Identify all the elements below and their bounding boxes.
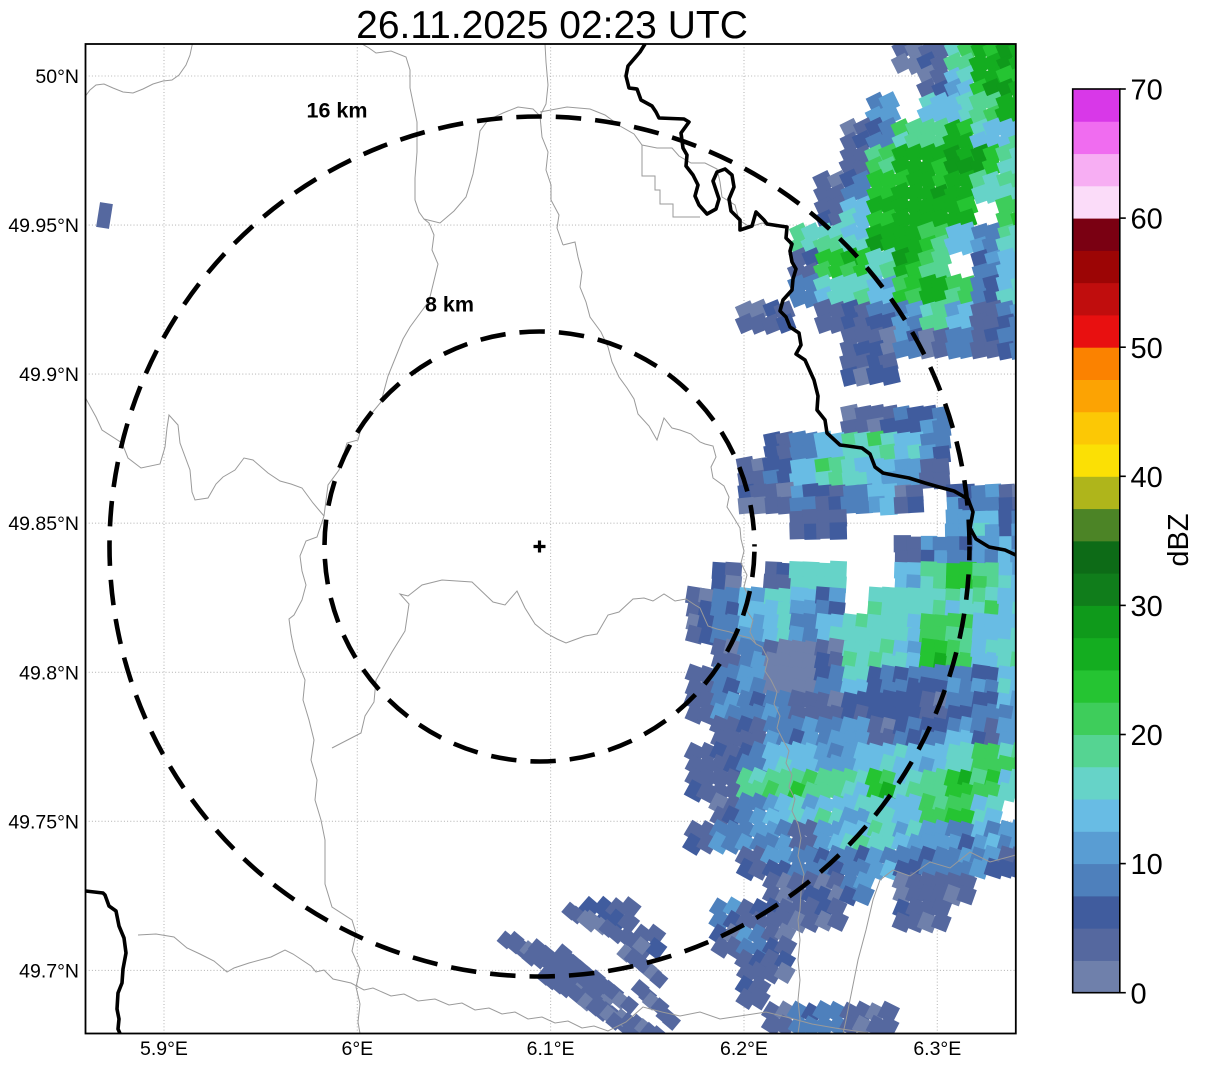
svg-text:49.85°N: 49.85°N <box>8 513 79 535</box>
svg-text:70: 70 <box>1131 75 1163 107</box>
svg-text:49.9°N: 49.9°N <box>19 364 79 386</box>
svg-text:6°E: 6°E <box>341 1038 373 1060</box>
svg-text:5.9°E: 5.9°E <box>140 1038 188 1060</box>
svg-text:0: 0 <box>1131 978 1147 1010</box>
svg-text:40: 40 <box>1131 462 1163 494</box>
svg-text:6.1°E: 6.1°E <box>527 1038 575 1060</box>
svg-text:dBZ: dBZ <box>1163 513 1195 566</box>
svg-text:10: 10 <box>1131 849 1163 881</box>
svg-text:49.95°N: 49.95°N <box>8 215 79 237</box>
svg-text:30: 30 <box>1131 591 1163 623</box>
svg-text:6.3°E: 6.3°E <box>913 1038 961 1060</box>
svg-text:8 km: 8 km <box>425 293 474 317</box>
svg-text:6.2°E: 6.2°E <box>720 1038 768 1060</box>
svg-text:50: 50 <box>1131 333 1163 365</box>
svg-text:49.8°N: 49.8°N <box>19 662 79 684</box>
svg-text:49.7°N: 49.7°N <box>19 960 79 982</box>
svg-text:16 km: 16 km <box>307 99 368 123</box>
svg-text:26.11.2025 02:23 UTC: 26.11.2025 02:23 UTC <box>356 4 748 47</box>
svg-text:60: 60 <box>1131 204 1163 236</box>
svg-text:50°N: 50°N <box>35 66 79 88</box>
svg-text:20: 20 <box>1131 720 1163 752</box>
svg-text:49.75°N: 49.75°N <box>8 811 79 833</box>
